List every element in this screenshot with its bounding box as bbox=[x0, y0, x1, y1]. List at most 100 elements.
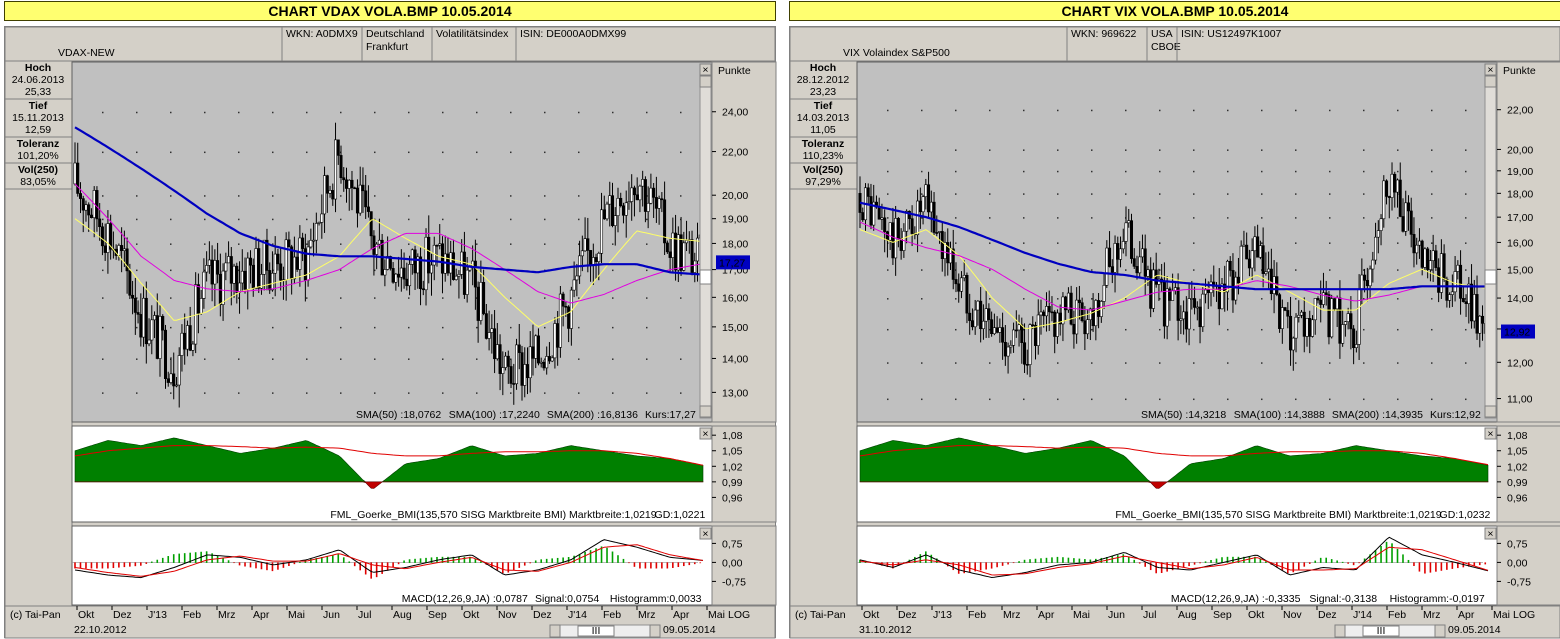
scroll-down-icon[interactable] bbox=[699, 405, 712, 418]
candle-body bbox=[984, 308, 988, 322]
macd-histogram-bar bbox=[1067, 557, 1070, 563]
candle-body bbox=[1415, 244, 1419, 254]
grid-dot bbox=[1295, 109, 1297, 112]
candle-body bbox=[1236, 276, 1240, 284]
close-icon[interactable] bbox=[699, 527, 712, 540]
candle-body bbox=[136, 312, 140, 315]
month-label: Apr bbox=[673, 609, 690, 621]
grid-dot bbox=[578, 195, 580, 197]
grid-dot bbox=[1057, 109, 1059, 112]
grid-dot bbox=[238, 243, 240, 245]
scroll-up-icon[interactable] bbox=[699, 75, 712, 88]
candle-body bbox=[621, 205, 625, 216]
price-axis bbox=[711, 61, 777, 423]
grid-dot bbox=[170, 151, 172, 154]
grid-dot bbox=[1465, 269, 1467, 271]
time-scroll-thumb[interactable] bbox=[1362, 625, 1400, 637]
scroll-thumb[interactable] bbox=[1484, 269, 1497, 285]
candle-body bbox=[885, 231, 889, 241]
candle-body bbox=[1151, 269, 1155, 309]
price-scrollbar[interactable] bbox=[699, 63, 712, 419]
close-icon[interactable] bbox=[699, 63, 712, 76]
candle-body bbox=[520, 352, 524, 386]
grid-dot bbox=[408, 195, 410, 197]
candle-body bbox=[1420, 240, 1424, 268]
grid-dot bbox=[1057, 362, 1059, 364]
candle-body bbox=[358, 184, 362, 214]
exchange-country: USA bbox=[1151, 28, 1173, 40]
scroll-left-icon[interactable] bbox=[549, 624, 561, 638]
close-icon[interactable] bbox=[1484, 427, 1497, 440]
price-scrollbar[interactable] bbox=[1484, 63, 1497, 419]
stat-label: Tief bbox=[814, 100, 833, 112]
candle-body bbox=[372, 235, 376, 255]
scroll-down-icon[interactable] bbox=[1484, 405, 1497, 418]
scroll-right-icon[interactable] bbox=[1434, 624, 1446, 638]
macd-histogram-bar bbox=[1171, 562, 1174, 571]
stat-label: Toleranz bbox=[802, 138, 844, 150]
candle-body bbox=[479, 282, 483, 321]
grid-dot bbox=[1465, 193, 1467, 195]
isin-label: ISIN: DE000A0DMX99 bbox=[520, 28, 626, 40]
grid-dot bbox=[680, 358, 682, 360]
grid-dot bbox=[1193, 109, 1195, 112]
close-icon[interactable] bbox=[1484, 63, 1497, 76]
candle-body bbox=[147, 339, 151, 345]
scroll-right-icon[interactable] bbox=[649, 624, 661, 638]
candle-body bbox=[1201, 293, 1205, 328]
macd-histogram-bar bbox=[584, 552, 586, 563]
price-tick-label: 15,00 bbox=[722, 322, 748, 334]
scroll-thumb[interactable] bbox=[699, 269, 712, 285]
grid-dot bbox=[204, 243, 206, 245]
grid-dot bbox=[1091, 269, 1093, 271]
bmi-area-negative bbox=[74, 481, 704, 489]
macd-histogram-bar bbox=[919, 554, 922, 563]
scroll-left-icon[interactable] bbox=[1334, 624, 1346, 638]
bmi-area-negative bbox=[859, 481, 1489, 489]
candle-body bbox=[451, 252, 455, 280]
candle-body bbox=[888, 222, 892, 241]
copyright-label: (c) Tai-Pan bbox=[795, 609, 846, 621]
candle-body bbox=[1434, 250, 1438, 268]
month-label: Mai bbox=[1073, 609, 1090, 621]
grid-dot bbox=[1397, 398, 1399, 401]
candle-body bbox=[905, 210, 909, 232]
price-tick-label: 20,00 bbox=[722, 190, 748, 202]
candle-body bbox=[163, 329, 167, 379]
grid-dot bbox=[1023, 398, 1025, 401]
time-scroll-thumb[interactable] bbox=[577, 625, 615, 637]
candle-body bbox=[1077, 299, 1081, 304]
macd-histogram-bar bbox=[507, 562, 510, 573]
macd-histogram-bar bbox=[1473, 562, 1476, 566]
scroll-up-icon[interactable] bbox=[1484, 75, 1497, 88]
candle-body bbox=[512, 383, 516, 385]
close-icon[interactable] bbox=[699, 427, 712, 440]
candle-body bbox=[232, 265, 236, 284]
candle-body bbox=[531, 346, 535, 359]
candle-body bbox=[635, 194, 639, 201]
month-label: Apr bbox=[253, 609, 270, 621]
candle-body bbox=[608, 195, 612, 205]
grid-dot bbox=[1329, 217, 1331, 219]
grid-dot bbox=[612, 326, 614, 329]
candle-body bbox=[679, 234, 683, 271]
macd-histogram-bar bbox=[1385, 541, 1388, 563]
candle-body bbox=[1058, 312, 1062, 325]
grid-dot bbox=[955, 193, 957, 195]
candle-body bbox=[1168, 288, 1172, 301]
grid-dot bbox=[887, 398, 889, 401]
candle-body bbox=[1129, 220, 1133, 259]
price-tick-label: 24,00 bbox=[722, 107, 748, 119]
macd-histogram-bar bbox=[1391, 543, 1393, 563]
grid-dot bbox=[680, 151, 682, 154]
close-icon[interactable] bbox=[1484, 527, 1497, 540]
grid-dot bbox=[272, 151, 274, 154]
candle-body bbox=[1459, 264, 1463, 299]
bmi-tick-label: 0,96 bbox=[1507, 492, 1528, 504]
candle-body bbox=[1354, 344, 1358, 348]
stat-label: Toleranz bbox=[17, 138, 59, 150]
candle-body bbox=[1363, 274, 1367, 281]
grid-dot bbox=[612, 358, 614, 360]
macd-axis bbox=[711, 525, 777, 606]
